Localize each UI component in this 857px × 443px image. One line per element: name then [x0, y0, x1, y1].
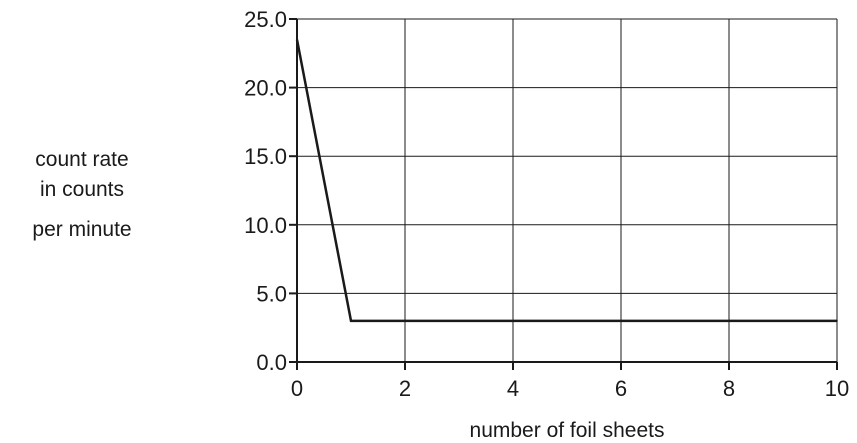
y-axis-title-line-1: count rate	[35, 148, 128, 171]
x-tick-label: 2	[399, 376, 411, 401]
y-tick-label: 20.0	[244, 76, 287, 101]
data-point	[782, 320, 784, 322]
data-point	[674, 320, 676, 322]
axes	[289, 18, 838, 370]
y-tick-label: 0.0	[256, 350, 287, 375]
y-tick-label: 5.0	[256, 281, 287, 306]
x-tick-label: 6	[615, 376, 627, 401]
data-point	[404, 320, 406, 322]
x-tick-label: 0	[291, 376, 303, 401]
data-point	[512, 320, 514, 322]
data-point	[458, 320, 460, 322]
x-tick-label: 8	[723, 376, 735, 401]
data-point	[566, 320, 568, 322]
series-line-0	[295, 39, 837, 323]
y-axis-title-line-2: in counts	[40, 178, 124, 201]
labels: count rate in counts per minute number o…	[32, 7, 849, 442]
data-point	[350, 320, 352, 322]
x-tick-label: 4	[507, 376, 519, 401]
x-axis-title: number of foil sheets	[470, 419, 665, 442]
data-point	[620, 320, 622, 322]
y-tick-label: 25.0	[244, 7, 287, 32]
series	[295, 38, 838, 323]
y-tick-label: 10.0	[244, 213, 287, 238]
data-point	[836, 320, 838, 322]
grid	[297, 18, 838, 362]
y-tick-label: 15.0	[244, 144, 287, 169]
data-point	[296, 38, 298, 41]
data-point	[728, 320, 730, 322]
y-axis-title-line-3: per minute	[32, 218, 131, 241]
x-tick-label: 10	[825, 376, 849, 401]
